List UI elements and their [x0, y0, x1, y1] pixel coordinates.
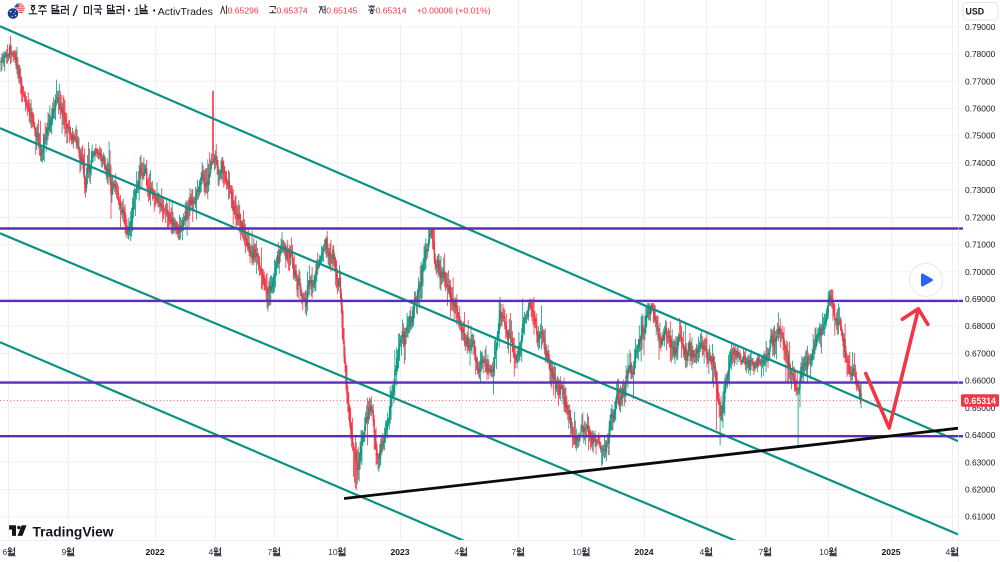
svg-text:0.73000: 0.73000 [965, 185, 996, 195]
svg-text:4: 4 [209, 547, 214, 557]
svg-text:4: 4 [700, 547, 705, 557]
svg-text:0.62000: 0.62000 [965, 485, 996, 495]
svg-text:4: 4 [946, 547, 951, 557]
svg-text:0.65145: 0.65145 [326, 6, 357, 16]
svg-text:9: 9 [62, 547, 67, 557]
svg-text:0.72000: 0.72000 [965, 212, 996, 222]
svg-text:0.69000: 0.69000 [965, 294, 996, 304]
svg-text:0.77000: 0.77000 [965, 76, 996, 86]
svg-text:0.74000: 0.74000 [965, 158, 996, 168]
svg-text:0.64000: 0.64000 [965, 430, 996, 440]
svg-text:0.65314: 0.65314 [964, 396, 996, 406]
svg-text:+0.00006 (+0.01%): +0.00006 (+0.01%) [417, 6, 491, 16]
svg-text:2024: 2024 [634, 547, 653, 557]
svg-text:0.71000: 0.71000 [965, 240, 996, 250]
svg-text:0.75000: 0.75000 [965, 131, 996, 141]
svg-text:ActivTrades: ActivTrades [158, 6, 213, 18]
svg-text:0.68000: 0.68000 [965, 321, 996, 331]
svg-text:0.65374: 0.65374 [277, 6, 308, 16]
svg-text:4: 4 [455, 547, 460, 557]
svg-text:10: 10 [328, 547, 338, 557]
svg-text:0.76000: 0.76000 [965, 104, 996, 114]
svg-text:0.63000: 0.63000 [965, 457, 996, 467]
svg-text:7: 7 [268, 547, 273, 557]
svg-text:0.65296: 0.65296 [228, 6, 259, 16]
svg-text:0.66000: 0.66000 [965, 376, 996, 386]
svg-text:USD: USD [966, 7, 985, 17]
svg-text:0.67000: 0.67000 [965, 348, 996, 358]
svg-text:7: 7 [759, 547, 764, 557]
svg-text:10: 10 [572, 547, 582, 557]
svg-text:0.78000: 0.78000 [965, 49, 996, 59]
svg-text:2025: 2025 [881, 547, 900, 557]
svg-text:7: 7 [512, 547, 517, 557]
svg-text:10: 10 [819, 547, 829, 557]
svg-text:2022: 2022 [145, 547, 164, 557]
svg-text:0.65314: 0.65314 [376, 6, 407, 16]
svg-text:TradingView: TradingView [33, 525, 114, 540]
svg-text:2023: 2023 [390, 547, 409, 557]
svg-text:0.70000: 0.70000 [965, 267, 996, 277]
svg-text:0.79000: 0.79000 [965, 22, 996, 32]
svg-text:1: 1 [134, 6, 140, 18]
svg-text:0.65000: 0.65000 [965, 403, 996, 413]
svg-text:6: 6 [3, 547, 8, 557]
svg-text:0.61000: 0.61000 [965, 512, 996, 522]
